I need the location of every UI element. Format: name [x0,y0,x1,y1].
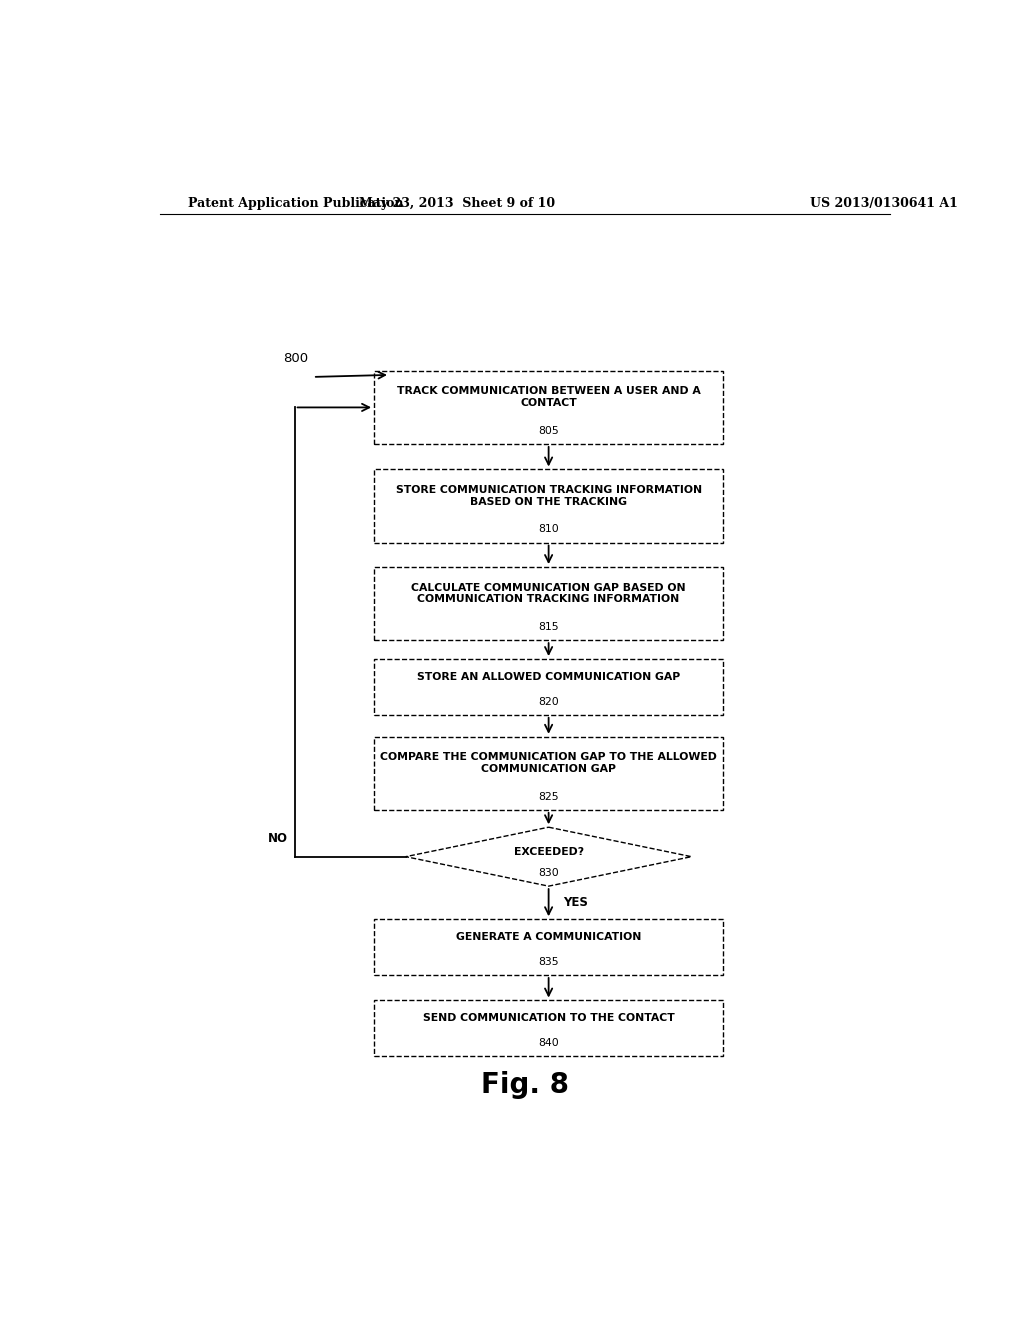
Text: TRACK COMMUNICATION BETWEEN A USER AND A
CONTACT: TRACK COMMUNICATION BETWEEN A USER AND A… [396,387,700,408]
Text: 815: 815 [539,622,559,632]
FancyBboxPatch shape [374,470,723,543]
Text: NO: NO [268,832,289,845]
Text: SEND COMMUNICATION TO THE CONTACT: SEND COMMUNICATION TO THE CONTACT [423,1014,675,1023]
Text: 835: 835 [539,957,559,966]
Text: Patent Application Publication: Patent Application Publication [187,197,403,210]
FancyBboxPatch shape [374,1001,723,1056]
Text: Fig. 8: Fig. 8 [481,1072,568,1100]
FancyBboxPatch shape [374,371,723,444]
Text: 800: 800 [283,352,308,366]
Text: EXCEEDED?: EXCEEDED? [514,846,584,857]
Text: STORE COMMUNICATION TRACKING INFORMATION
BASED ON THE TRACKING: STORE COMMUNICATION TRACKING INFORMATION… [395,484,701,507]
Text: GENERATE A COMMUNICATION: GENERATE A COMMUNICATION [456,932,641,942]
Text: YES: YES [563,896,588,909]
FancyBboxPatch shape [374,919,723,975]
Text: 840: 840 [539,1038,559,1048]
Text: 825: 825 [539,792,559,801]
Text: COMPARE THE COMMUNICATION GAP TO THE ALLOWED
COMMUNICATION GAP: COMPARE THE COMMUNICATION GAP TO THE ALL… [380,752,717,774]
FancyBboxPatch shape [374,737,723,810]
Text: 820: 820 [539,697,559,706]
Text: US 2013/0130641 A1: US 2013/0130641 A1 [811,197,958,210]
FancyBboxPatch shape [374,568,723,640]
Text: STORE AN ALLOWED COMMUNICATION GAP: STORE AN ALLOWED COMMUNICATION GAP [417,672,680,681]
Text: 805: 805 [539,426,559,436]
FancyBboxPatch shape [374,659,723,715]
Text: May 23, 2013  Sheet 9 of 10: May 23, 2013 Sheet 9 of 10 [359,197,555,210]
Polygon shape [406,828,691,886]
Text: 810: 810 [539,524,559,535]
Text: CALCULATE COMMUNICATION GAP BASED ON
COMMUNICATION TRACKING INFORMATION: CALCULATE COMMUNICATION GAP BASED ON COM… [412,582,686,605]
Text: 830: 830 [539,869,559,878]
